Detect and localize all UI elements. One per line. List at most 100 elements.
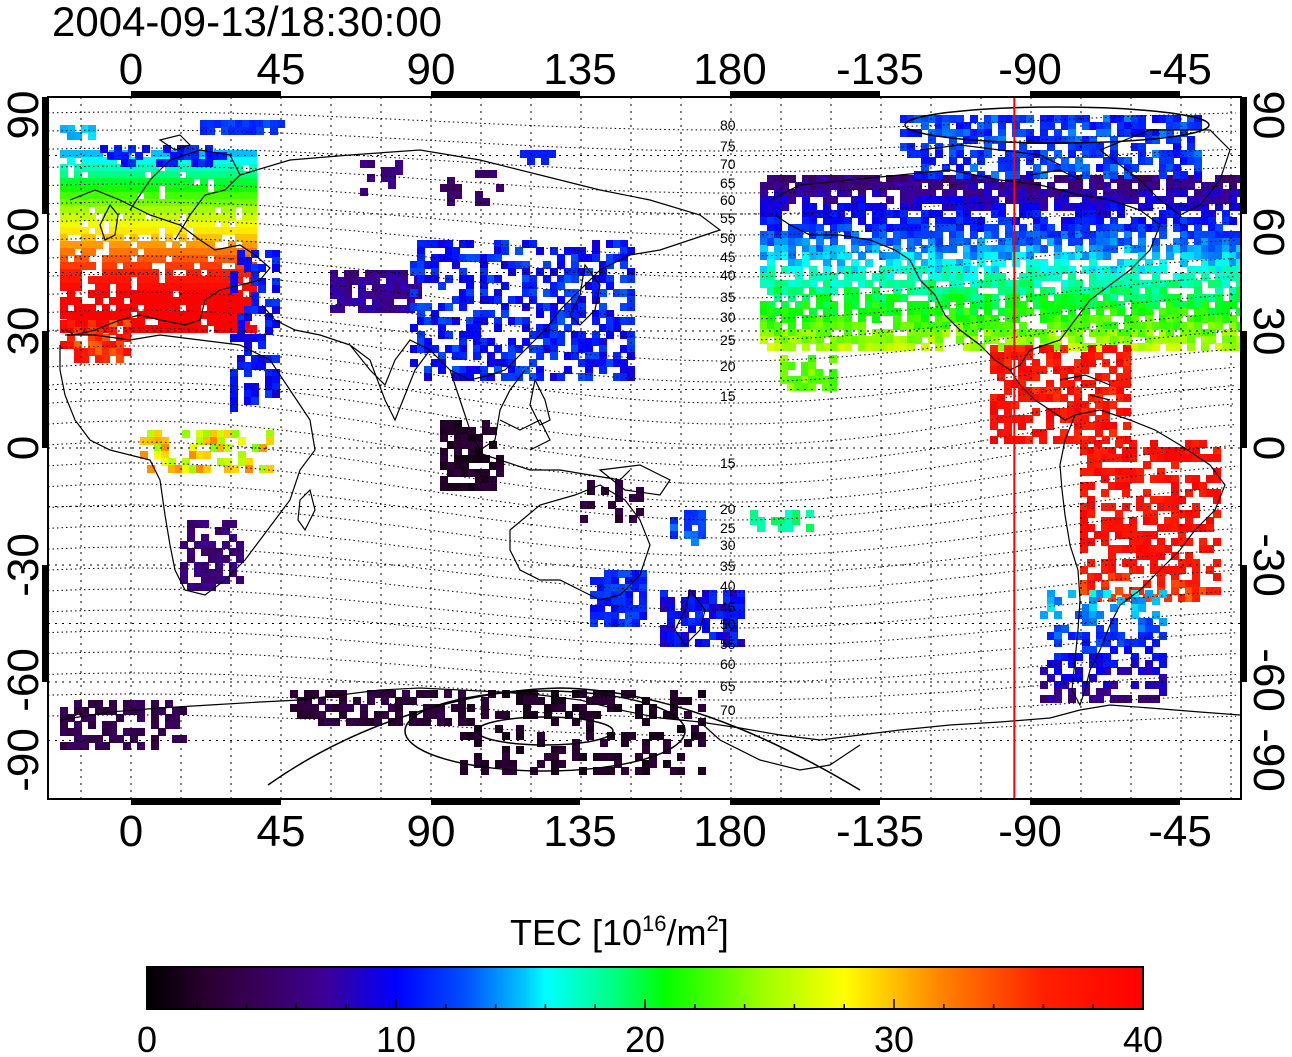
tec-cell: [259, 444, 267, 452]
tec-cell: [1081, 422, 1089, 430]
tec-cell: [1061, 301, 1069, 309]
tec-cell: [88, 199, 96, 207]
tec-cell: [858, 203, 866, 211]
tec-cell: [1089, 315, 1097, 323]
tec-cell: [1124, 287, 1132, 295]
tec-cell: [900, 189, 908, 197]
tec-cell: [265, 313, 273, 321]
tec-cell: [196, 465, 204, 473]
tec-cell: [1061, 653, 1069, 661]
tec-cell: [1138, 301, 1146, 309]
tec-cell: [837, 224, 845, 232]
tec-cell: [998, 189, 1006, 197]
tec-cell: [1180, 252, 1188, 260]
tec-cell: [438, 324, 446, 332]
tec-cell: [585, 366, 593, 374]
tec-cell: [249, 227, 257, 235]
tec-cell: [949, 238, 957, 246]
tec-cell: [109, 297, 117, 305]
tec-cell: [629, 515, 637, 523]
tec-cell: [207, 227, 215, 235]
tec-cell: [823, 266, 831, 274]
tec-cell: [459, 345, 467, 353]
tec-cell: [515, 247, 523, 255]
tec-cell: [1096, 287, 1104, 295]
tec-cell: [1033, 280, 1041, 288]
tec-cell: [430, 711, 438, 719]
tec-cell: [142, 145, 150, 153]
tec-cell: [116, 241, 124, 249]
tec-cell: [221, 227, 229, 235]
tec-cell: [1019, 189, 1027, 197]
tec-cell: [830, 315, 838, 323]
tec-cell: [88, 334, 96, 342]
tec-cell: [942, 175, 950, 183]
tec-cell: [1047, 308, 1055, 316]
tec-cell: [809, 287, 817, 295]
tec-cell: [88, 248, 96, 256]
mlat-contour: [48, 567, 1237, 611]
tec-cell: [1180, 157, 1188, 165]
tec-cell: [977, 315, 985, 323]
tec-cell: [1171, 524, 1179, 532]
tec-cell: [1096, 143, 1104, 151]
tec-cell: [165, 220, 173, 228]
tec-cell: [809, 266, 817, 274]
tec-cell: [802, 196, 810, 204]
tec-cell: [244, 348, 252, 356]
tec-cell: [1136, 531, 1144, 539]
tec-cell: [730, 590, 738, 598]
tec-cell: [95, 700, 103, 708]
tec-cell: [151, 150, 159, 158]
tec-cell: [158, 311, 166, 319]
tec-cell: [787, 376, 795, 384]
tec-cell: [200, 276, 208, 284]
tec-cell: [879, 280, 887, 288]
tec-cell: [1185, 475, 1193, 483]
tec-cell: [165, 227, 173, 235]
tec-cell: [1088, 380, 1096, 388]
tec-cell: [667, 625, 675, 633]
tec-cell: [921, 157, 929, 165]
tec-cell: [1201, 266, 1209, 274]
tec-cell: [1068, 674, 1076, 682]
tec-cell: [1110, 695, 1118, 703]
mlat-label: 15: [720, 388, 736, 404]
tec-cell: [949, 273, 957, 281]
tec-cell: [1102, 345, 1110, 353]
tec-cell: [1213, 587, 1221, 595]
tec-cell: [1117, 129, 1125, 137]
tec-cell: [1101, 531, 1109, 539]
tec-cell: [156, 159, 164, 167]
tec-cell: [1192, 510, 1200, 518]
mlat-label: 30: [720, 309, 736, 325]
tec-cell: [928, 273, 936, 281]
tec-cell: [774, 252, 782, 260]
tec-cell: [215, 555, 223, 563]
tec-cell: [1046, 415, 1054, 423]
coastline-europe: [64, 189, 271, 336]
tec-cell: [823, 203, 831, 211]
tec-cell: [886, 336, 894, 344]
mlat-ellipse-south: [476, 716, 614, 746]
tec-cell: [1087, 468, 1095, 476]
tec-cell: [604, 584, 612, 592]
tec-cell: [193, 255, 201, 263]
tec-cell: [228, 185, 236, 193]
tec-cell: [1089, 238, 1097, 246]
mlat-contour: [48, 345, 1237, 404]
tec-cell: [1103, 688, 1111, 696]
tec-cell: [1047, 287, 1055, 295]
tec-cell: [1026, 238, 1034, 246]
tec-cell: [238, 437, 246, 445]
tec-cell: [670, 767, 678, 775]
tec-cell: [1145, 203, 1153, 211]
tec-cell: [837, 322, 845, 330]
tec-cell: [235, 262, 243, 270]
tec-cell: [1096, 688, 1104, 696]
tec-cell: [642, 746, 650, 754]
tec-cell: [1096, 203, 1104, 211]
tec-cell: [1108, 545, 1116, 553]
tec-cell: [200, 206, 208, 214]
tec-cell: [893, 336, 901, 344]
